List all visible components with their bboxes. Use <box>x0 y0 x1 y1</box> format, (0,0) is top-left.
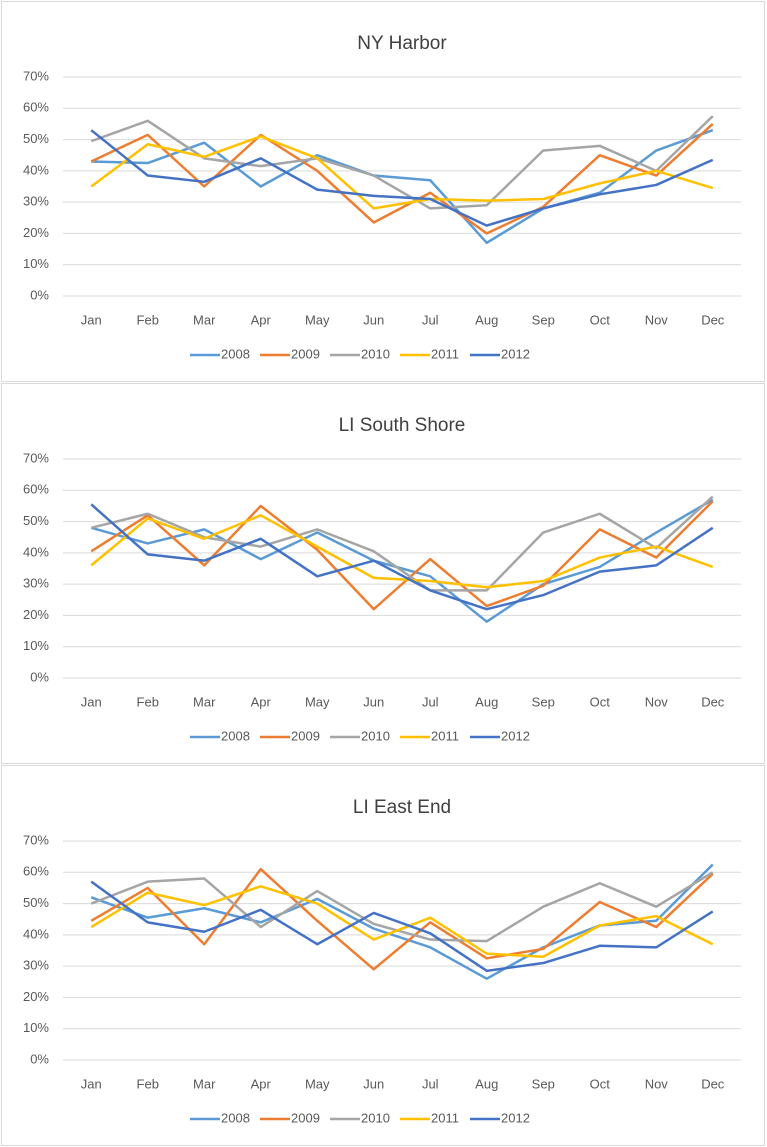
y-tick-label: 40% <box>23 926 49 941</box>
legend-label: 2009 <box>291 1110 320 1125</box>
y-tick-label: 40% <box>23 544 49 559</box>
x-tick-label: Jan <box>81 1076 102 1091</box>
x-tick-label: Sep <box>532 694 555 709</box>
y-tick-label: 20% <box>23 989 49 1004</box>
series-line <box>91 129 714 245</box>
series-line <box>90 498 714 623</box>
legend-label: 2012 <box>501 346 530 361</box>
y-tick-label: 10% <box>23 1020 49 1035</box>
x-tick-label: Jan <box>81 312 102 327</box>
y-tick-label: 60% <box>23 100 49 115</box>
legend-label: 2010 <box>361 728 390 743</box>
x-tick-label: Jun <box>363 1076 384 1091</box>
x-tick-label: Oct <box>590 312 611 327</box>
x-tick-label: Mar <box>193 694 216 709</box>
x-tick-label: Sep <box>532 312 555 327</box>
legend-label: 2009 <box>291 728 320 743</box>
series-line <box>90 500 714 611</box>
series-line <box>90 871 714 943</box>
legend-label: 2010 <box>361 1110 390 1125</box>
y-tick-label: 20% <box>23 225 49 240</box>
x-tick-label: Jul <box>422 1076 439 1091</box>
x-tick-label: Aug <box>475 312 498 327</box>
y-tick-label: 0% <box>30 287 49 302</box>
y-tick-label: 60% <box>23 482 49 497</box>
y-tick-label: 10% <box>23 638 49 653</box>
y-tick-label: 30% <box>23 958 49 973</box>
legend-label: 2011 <box>431 1110 459 1125</box>
y-tick-label: 50% <box>23 513 49 528</box>
series-line <box>90 514 714 589</box>
x-tick-label: Nov <box>645 694 669 709</box>
x-tick-label: Feb <box>137 1076 159 1091</box>
chart-panel: LI South Shore 0% 10% 20% 30% 40% 50% 60% 70% Jan… <box>1 383 765 764</box>
legend-label: 2008 <box>221 346 250 361</box>
x-tick-label: Apr <box>251 312 272 327</box>
series-line <box>90 123 714 235</box>
x-tick-label: Oct <box>590 694 611 709</box>
series-line <box>90 115 714 210</box>
y-tick-label: 20% <box>23 607 49 622</box>
series-line <box>90 129 714 227</box>
x-tick-label: Apr <box>251 694 272 709</box>
y-tick-label: 0% <box>30 669 49 684</box>
x-tick-label: Oct <box>590 1076 611 1091</box>
panel-border <box>1 765 765 1146</box>
legend-label: 2011 <box>431 728 459 743</box>
x-tick-label: Aug <box>475 694 498 709</box>
x-tick-label: May <box>305 694 330 709</box>
panel-border <box>1 1 765 382</box>
x-tick-label: Jul <box>422 694 439 709</box>
y-tick-label: 70% <box>23 450 49 465</box>
series-line <box>90 135 714 210</box>
x-tick-label: Jan <box>81 694 102 709</box>
y-tick-label: 70% <box>23 68 49 83</box>
chart-title: NY Harbor <box>357 33 447 54</box>
x-tick-label: Mar <box>193 1076 216 1091</box>
y-tick-label: 10% <box>23 256 49 271</box>
legend-label: 2012 <box>501 1110 530 1125</box>
x-tick-label: May <box>305 312 330 327</box>
x-tick-label: Dec <box>701 312 725 327</box>
legend-label: 2011 <box>431 346 459 361</box>
y-tick-label: 70% <box>23 832 49 847</box>
x-tick-label: Mar <box>193 312 216 327</box>
panel-border <box>1 383 765 764</box>
y-tick-label: 50% <box>23 131 49 146</box>
x-tick-label: Nov <box>645 1076 669 1091</box>
legend-label: 2012 <box>501 728 530 743</box>
chart-title: LI South Shore <box>339 415 466 436</box>
chart-title: LI East End <box>353 797 451 818</box>
x-tick-label: Feb <box>137 312 159 327</box>
series-line <box>90 880 714 973</box>
series-line <box>90 867 714 971</box>
x-tick-label: Nov <box>645 312 669 327</box>
y-tick-label: 60% <box>23 864 49 879</box>
y-tick-label: 40% <box>23 162 49 177</box>
chart-panel: LI East End 0% 10% 20% 30% 40% 50% 60% 70% Jan Feb… <box>1 765 765 1146</box>
x-tick-label: Dec <box>701 1076 725 1091</box>
x-tick-label: Aug <box>475 1076 498 1091</box>
y-tick-label: 30% <box>23 194 49 209</box>
series-line <box>90 885 714 959</box>
x-tick-label: Sep <box>532 1076 555 1091</box>
x-tick-label: Dec <box>701 694 725 709</box>
x-tick-label: Jun <box>363 312 384 327</box>
x-tick-label: Jul <box>422 312 439 327</box>
y-tick-label: 50% <box>23 895 49 910</box>
y-tick-label: 0% <box>30 1051 49 1066</box>
legend-label: 2009 <box>291 346 320 361</box>
x-tick-label: Jun <box>363 694 384 709</box>
y-tick-label: 30% <box>23 576 49 591</box>
legend-label: 2008 <box>221 728 250 743</box>
series-line <box>90 503 714 611</box>
x-tick-label: Apr <box>251 1076 272 1091</box>
legend-label: 2008 <box>221 1110 250 1125</box>
chart-panel: NY Harbor 0% 10% 20% 30% 40% 50% 60% 70% Jan Feb Ma… <box>1 1 765 382</box>
series-line <box>90 495 714 592</box>
x-tick-label: May <box>305 1076 330 1091</box>
x-tick-label: Feb <box>137 694 159 709</box>
legend-label: 2010 <box>361 346 390 361</box>
